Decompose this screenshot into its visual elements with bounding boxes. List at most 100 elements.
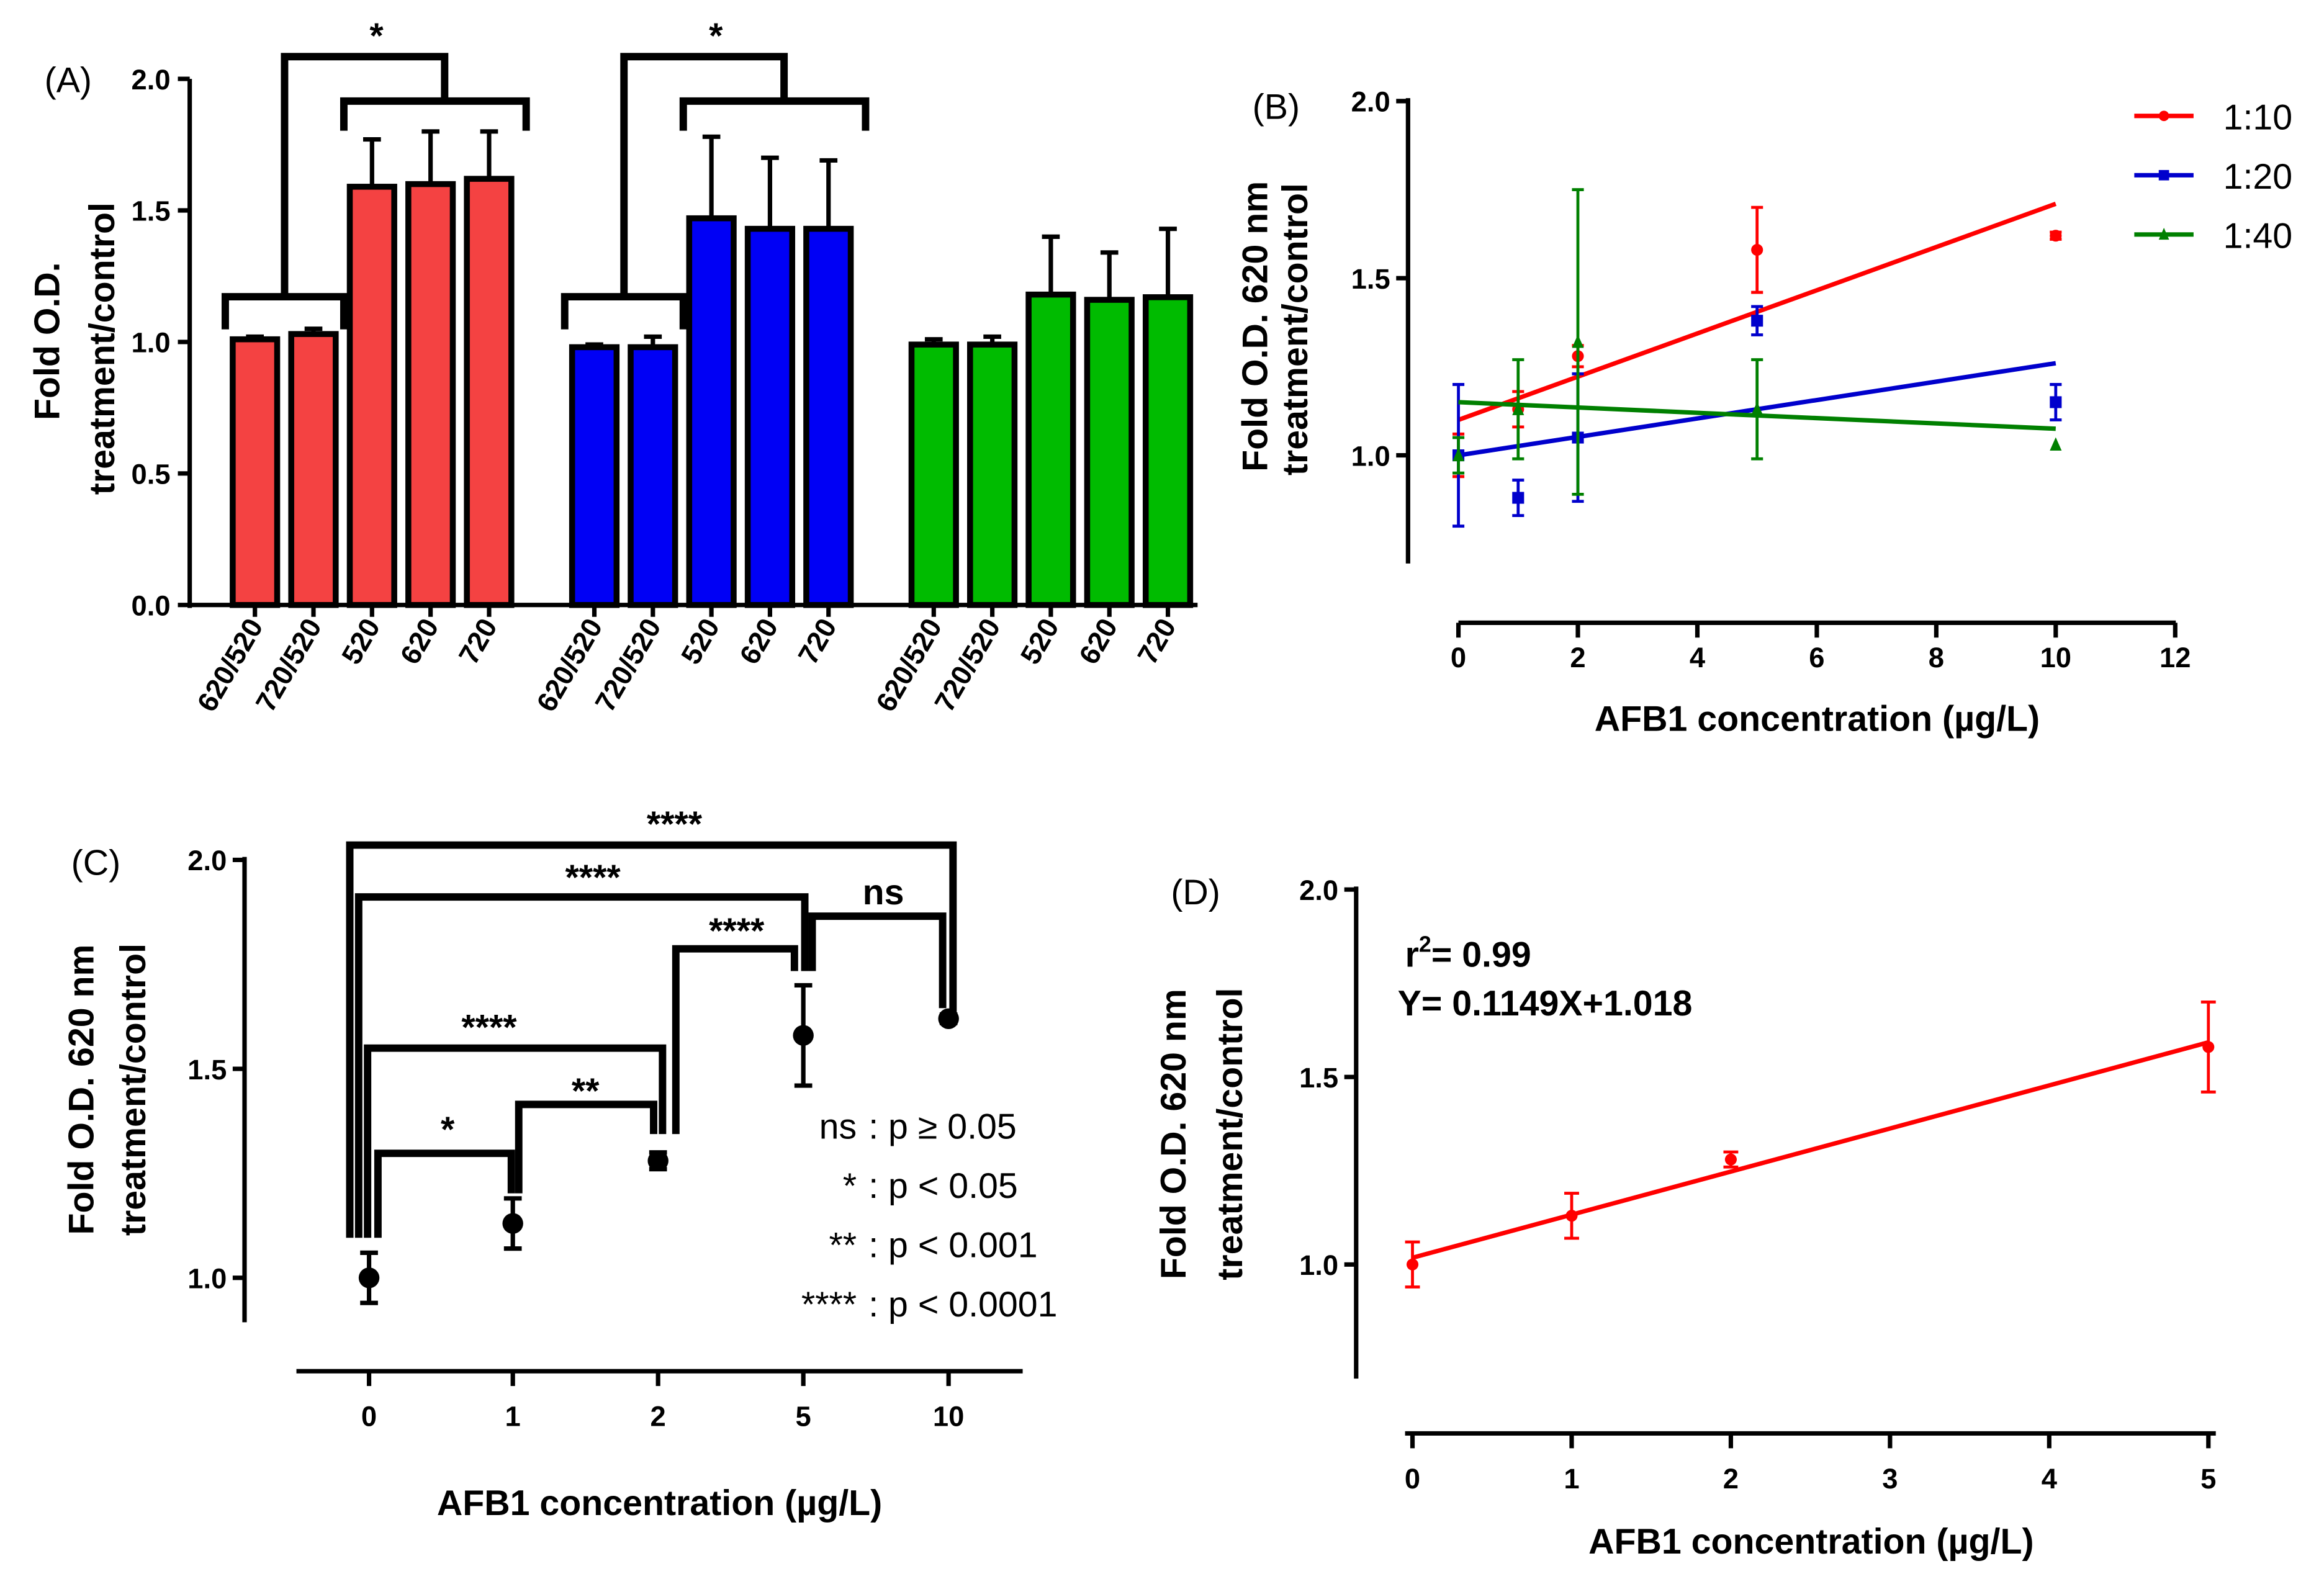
triangle-marker <box>1452 448 1465 462</box>
x-tick-label-d: 2 <box>1723 1463 1739 1495</box>
x-tick-label-a: 620 <box>394 613 445 670</box>
x-tick-label-b: 10 <box>2040 642 2071 673</box>
circle-marker <box>2050 230 2062 242</box>
comparison-label: ** <box>572 1071 600 1111</box>
y-axis-title-d: Fold O.D. 620 nm <box>1154 989 1194 1279</box>
x-tick-label-c: 1 <box>505 1401 521 1433</box>
x-tick-label-b: 4 <box>1690 642 1705 673</box>
significance-bracket <box>281 53 449 297</box>
y-tick-label-b: 2.0 <box>1351 86 1390 118</box>
y-tick-label-d: 2.0 <box>1299 875 1338 906</box>
triangle-marker <box>1512 402 1525 415</box>
legend-label: 1:20 <box>2223 157 2293 197</box>
bar <box>464 176 515 608</box>
x-tick-label-a: 720 <box>453 613 503 670</box>
x-tick-label-a: 520 <box>1014 613 1065 670</box>
triangle-marker <box>1751 402 1763 415</box>
comparison-bracket <box>346 841 957 1238</box>
bar <box>288 331 339 608</box>
y-tick-label-d: 1.5 <box>1299 1062 1338 1094</box>
y-tick-label-c: 1.0 <box>187 1262 227 1294</box>
x-tick-label-c: 0 <box>361 1401 377 1433</box>
significance-bracket <box>679 97 870 131</box>
bar <box>569 344 620 608</box>
x-tick-label-b: 12 <box>2160 642 2191 673</box>
x-tick-label-d: 0 <box>1405 1463 1420 1495</box>
comparison-bracket <box>515 1100 657 1194</box>
comparison-label: **** <box>709 911 765 951</box>
x-tick-label-d: 5 <box>2200 1463 2216 1495</box>
significance-legend-text: : p < 0.001 <box>868 1225 1037 1265</box>
bar <box>628 344 678 608</box>
triangle-marker <box>1572 335 1584 348</box>
x-tick-label-a: 520 <box>675 613 726 670</box>
x-tick-label-a: 520 <box>335 613 386 670</box>
x-tick-label-a: 720 <box>1132 613 1182 670</box>
comparison-bracket <box>354 893 809 1238</box>
comparison-label: ns <box>863 873 904 912</box>
x-axis-title-d: AFB1 concentration (µg/L) <box>1588 1522 2034 1562</box>
significance-bracket <box>221 293 348 330</box>
y-tick-label-b: 1.5 <box>1351 263 1390 295</box>
x-axis-title-c: AFB1 concentration (µg/L) <box>437 1483 882 1523</box>
y-axis-title-b: Fold O.D. 620 nm <box>1236 181 1276 472</box>
comparison-label: **** <box>647 804 703 844</box>
square-marker <box>2158 169 2169 181</box>
regression-line <box>1412 1040 2209 1260</box>
legend-label: 1:40 <box>2223 216 2293 256</box>
comparison-bracket <box>808 912 947 1009</box>
y-tick-label-d: 1.0 <box>1299 1249 1338 1281</box>
data-point <box>1565 1210 1578 1222</box>
y-tick-label-c: 2.0 <box>187 845 227 876</box>
triangle-marker <box>2050 437 2062 451</box>
square-marker <box>1512 492 1525 504</box>
y-tick-label-b: 1.0 <box>1351 440 1390 472</box>
x-tick-label-d: 4 <box>2042 1463 2057 1495</box>
significance-bracket <box>620 53 788 297</box>
bar <box>967 341 1018 608</box>
comparison-bracket <box>672 945 798 1135</box>
x-tick-label-d: 1 <box>1564 1463 1579 1495</box>
comparison-bracket <box>364 1044 667 1238</box>
y-axis-subtitle-c: treatment/control <box>114 943 153 1236</box>
significance-legend-symbol: * <box>843 1166 857 1206</box>
x-tick-label-d: 3 <box>1882 1463 1898 1495</box>
x-tick-label-b: 0 <box>1451 642 1466 673</box>
significance-bracket <box>340 97 530 131</box>
data-point <box>2202 1041 2215 1053</box>
x-tick-label-b: 8 <box>1929 642 1944 673</box>
y-axis-title-c: Fold O.D. 620 nm <box>61 945 101 1235</box>
significance-legend-symbol: ns <box>819 1107 857 1146</box>
comparison-bracket <box>374 1149 515 1238</box>
square-marker <box>1751 315 1763 327</box>
panel-label-b: (B) <box>1253 88 1300 127</box>
bar <box>230 336 281 608</box>
data-point <box>793 1025 814 1046</box>
x-tick-label-b: 6 <box>1809 642 1824 673</box>
significance-legend-symbol: **** <box>801 1285 857 1325</box>
panel-label-a: (A) <box>45 61 92 101</box>
square-marker <box>2050 396 2062 408</box>
bar <box>1142 294 1194 608</box>
comparison-label: **** <box>565 858 621 897</box>
data-point <box>358 1267 380 1289</box>
significance-label: * <box>709 16 723 56</box>
regression-equation: Y= 0.1149X+1.018 <box>1398 984 1693 1023</box>
bar <box>1025 291 1076 608</box>
data-point <box>502 1213 523 1234</box>
x-tick-label-c: 10 <box>933 1401 964 1433</box>
y-tick-label-c: 1.5 <box>187 1054 227 1086</box>
significance-legend-symbol: ** <box>829 1225 857 1265</box>
bar <box>1084 297 1135 608</box>
y-tick-label-a: 0.5 <box>132 459 171 490</box>
bar <box>405 181 456 608</box>
significance-label: * <box>369 16 384 56</box>
y-tick-label-a: 0.0 <box>132 590 171 621</box>
significance-legend-text: : p ≥ 0.05 <box>868 1107 1017 1146</box>
comparison-label: **** <box>461 1007 517 1047</box>
bar <box>346 184 397 608</box>
panel-label-c: (C) <box>71 843 121 883</box>
data-point <box>647 1150 669 1171</box>
x-tick-label-a: 620 <box>1073 613 1124 670</box>
